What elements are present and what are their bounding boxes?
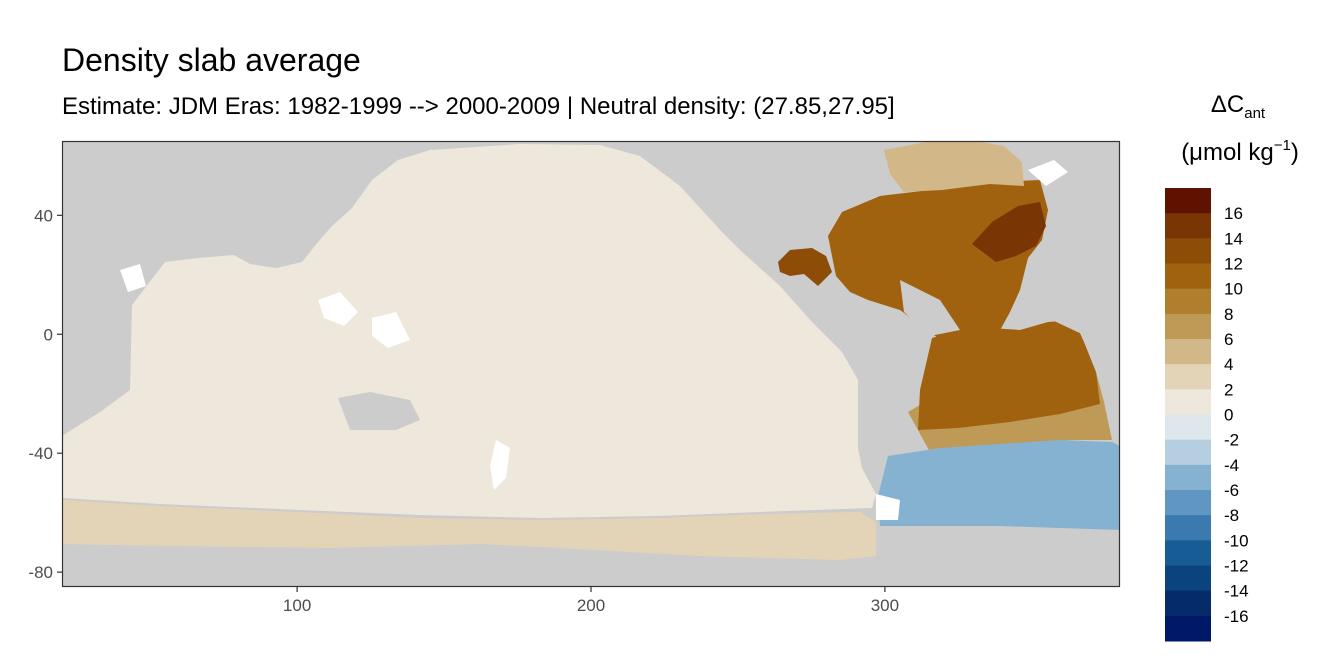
y-tick-label: -40	[28, 444, 53, 463]
legend-swatch	[1165, 389, 1211, 415]
chart-title: Density slab average	[62, 42, 361, 78]
legend-swatch	[1165, 540, 1211, 566]
legend-swatch	[1165, 263, 1211, 290]
legend-title-unit-start: (μmol kg	[1181, 139, 1274, 166]
legend-swatches	[1165, 188, 1211, 642]
legend-label: 16	[1224, 204, 1243, 223]
legend-title-line1: ΔCant	[1211, 91, 1266, 122]
legend-label: 4	[1224, 355, 1233, 374]
legend-swatch	[1165, 313, 1211, 340]
region-north-atlantic	[828, 180, 1048, 338]
legend-swatch	[1165, 213, 1211, 239]
white-new-zealand	[490, 440, 510, 490]
legend-swatch	[1165, 439, 1211, 466]
legend-label: -12	[1224, 557, 1249, 576]
legend-label: -14	[1224, 582, 1249, 601]
region-subpolar-north-atlantic	[884, 141, 1024, 192]
x-tick-label: 300	[871, 596, 899, 615]
y-tick-label: -80	[28, 563, 53, 582]
map-field	[62, 141, 1120, 560]
legend-swatch	[1165, 288, 1211, 315]
legend-swatch	[1165, 590, 1211, 617]
panel-border	[61, 140, 1121, 588]
land-west-africa	[1050, 270, 1110, 336]
region-southern-atlantic	[878, 440, 1120, 530]
chart-subtitle: Estimate: JDM Eras: 1982-1999 --> 2000-2…	[62, 93, 895, 120]
land-south-america-north	[900, 280, 960, 336]
legend-swatch	[1165, 339, 1211, 365]
x-tick-label: 200	[577, 596, 605, 615]
white-maritime-continent	[318, 292, 358, 326]
region-caribbean	[778, 248, 832, 286]
region-global-pacific-indian	[62, 144, 876, 518]
white-north-europe	[1028, 160, 1068, 186]
legend-swatch	[1165, 490, 1211, 516]
region-tropical-atlantic	[918, 320, 1100, 430]
region-north-atlantic-core	[972, 202, 1046, 262]
legend-swatch	[1165, 188, 1211, 214]
legend-label: 6	[1224, 330, 1233, 349]
legend-label: -2	[1224, 431, 1239, 450]
legend-label: 14	[1224, 229, 1243, 248]
legend-title-unit-sup: −1	[1274, 137, 1291, 154]
white-indian-coast	[120, 264, 146, 292]
legend-label: 0	[1224, 406, 1233, 425]
legend-title-subscript: ant	[1244, 105, 1266, 122]
legend-label: 10	[1224, 280, 1243, 299]
white-drake	[876, 494, 900, 520]
legend-swatch	[1165, 414, 1211, 441]
legend-swatch	[1165, 615, 1211, 642]
legend-swatch	[1165, 515, 1211, 541]
legend-label: -16	[1224, 607, 1249, 626]
y-axis: 40 0 -40 -80	[28, 206, 62, 582]
legend-swatch	[1165, 565, 1211, 592]
land-australia	[338, 392, 420, 430]
legend-label: -8	[1224, 506, 1239, 525]
legend-swatch	[1165, 464, 1211, 491]
x-tick-label: 100	[283, 596, 311, 615]
legend: ΔCant (μmol kg−1) 16 14 12 10 8 6 4 2 0 -2 -4 -6 -8 -…	[1165, 91, 1299, 642]
land-central-america	[836, 300, 868, 346]
legend-swatch	[1165, 364, 1211, 390]
region-southern-shelf	[62, 500, 876, 560]
legend-label: -4	[1224, 456, 1239, 475]
region-indian-tropics	[150, 252, 365, 414]
legend-labels: 16 14 12 10 8 6 4 2 0 -2 -4 -6 -8 -10 -12 -14 -16	[1224, 204, 1249, 626]
legend-label: -10	[1224, 531, 1249, 550]
legend-swatch	[1165, 238, 1211, 264]
legend-label: 2	[1224, 380, 1233, 399]
legend-title-main: ΔC	[1211, 91, 1244, 118]
legend-title-unit-end: )	[1291, 139, 1299, 166]
region-east-pacific-tropics	[632, 258, 850, 382]
legend-label: -6	[1224, 481, 1239, 500]
white-indonesia-east	[372, 312, 410, 348]
y-tick-label: 40	[34, 206, 53, 225]
x-axis: 100 200 300	[283, 587, 899, 615]
legend-title-line2: (μmol kg−1)	[1181, 137, 1299, 166]
y-tick-label: 0	[44, 325, 53, 344]
legend-label: 12	[1224, 255, 1243, 274]
legend-label: 8	[1224, 305, 1233, 324]
